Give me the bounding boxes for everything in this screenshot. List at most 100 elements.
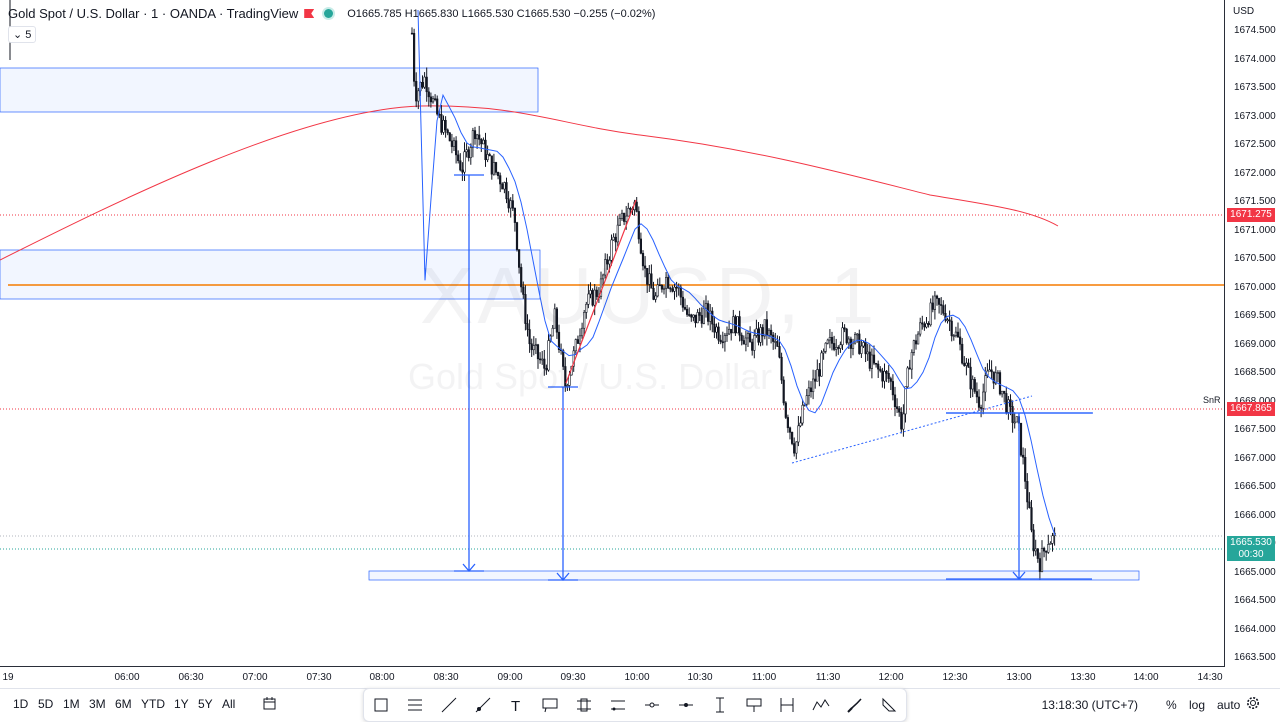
auto-toggle[interactable]: auto xyxy=(1217,698,1241,712)
candle-down xyxy=(410,32,414,35)
candle-down xyxy=(595,289,598,297)
date-range-icon[interactable] xyxy=(776,694,798,716)
currency-label[interactable]: USD xyxy=(1233,6,1255,17)
rectangle-icon[interactable] xyxy=(370,694,392,716)
price-tick: 1674.500 xyxy=(1234,25,1276,36)
candle-down xyxy=(874,362,878,365)
brush-icon[interactable] xyxy=(844,694,866,716)
candle-up xyxy=(715,326,718,333)
price-tick: 1669.000 xyxy=(1234,338,1276,350)
candle-down xyxy=(977,396,981,408)
candle-down xyxy=(429,96,433,103)
candle-down xyxy=(942,305,945,314)
price-axis[interactable]: USD 1674.500 1674.000 1673.500 1673.000 1672… xyxy=(1224,0,1280,688)
candle-down xyxy=(1043,547,1046,552)
flag-icon[interactable] xyxy=(304,9,315,18)
candle-down xyxy=(761,327,764,337)
percent-toggle[interactable]: % xyxy=(1166,698,1177,712)
ray-icon[interactable] xyxy=(472,694,494,716)
candle-down xyxy=(667,277,670,289)
range-button-ytd[interactable]: YTD xyxy=(141,697,165,711)
candle-down xyxy=(921,322,924,325)
trendline-icon[interactable] xyxy=(438,694,460,716)
xabcd-icon[interactable] xyxy=(810,694,832,716)
pattern-icon[interactable] xyxy=(573,694,595,716)
candle-down xyxy=(688,314,691,316)
range-button-all[interactable]: All xyxy=(222,697,236,711)
candle-down xyxy=(877,363,880,370)
candle-up xyxy=(929,302,932,326)
vertical-line-icon[interactable] xyxy=(709,694,731,716)
time-tick: 12:00 xyxy=(878,672,904,683)
candle-up xyxy=(664,277,668,289)
candle-up xyxy=(547,340,550,371)
parallel-channel-icon[interactable] xyxy=(607,694,629,716)
candle-down xyxy=(973,379,976,392)
candle-down xyxy=(513,207,516,223)
candle-up xyxy=(578,335,582,344)
candle-up xyxy=(709,310,712,322)
candle-up xyxy=(486,154,489,161)
candle-down xyxy=(520,267,523,288)
candle-up xyxy=(906,367,909,388)
candle-down xyxy=(524,294,527,324)
range-button-6m[interactable]: 6M xyxy=(115,697,132,711)
text-icon[interactable]: T xyxy=(505,694,527,716)
candle-up xyxy=(801,404,804,424)
price-label-icon[interactable] xyxy=(743,694,765,716)
horizontal-line-icon[interactable] xyxy=(675,694,697,716)
clock[interactable]: 13:18:30 (UTC+7) xyxy=(1041,698,1138,712)
range-button-1d[interactable]: 1D xyxy=(13,697,29,711)
candle-up xyxy=(799,422,802,427)
candle-down xyxy=(893,394,897,407)
candle-down xyxy=(788,427,792,433)
candle-down xyxy=(591,290,594,306)
candle-up xyxy=(795,441,798,454)
fib-icon[interactable] xyxy=(404,694,426,716)
time-tick: 14:30 xyxy=(1197,672,1223,683)
candle-up xyxy=(610,239,613,261)
candle-up xyxy=(727,328,731,335)
range-button-1y[interactable]: 1Y xyxy=(174,697,189,711)
symbol-title[interactable]: Gold Spot / U.S. Dollar · 1 · OANDA · Tr… xyxy=(8,6,299,21)
candle-down xyxy=(505,182,508,200)
candle-up xyxy=(883,371,886,382)
time-tick: 10:30 xyxy=(687,672,713,683)
range-button-5d[interactable]: 5D xyxy=(38,697,54,711)
candle-down xyxy=(675,286,678,289)
candle-down xyxy=(528,329,531,345)
price-tick: 1671.500 xyxy=(1234,196,1276,207)
compare-calendar-icon[interactable] xyxy=(263,697,277,714)
name-watermark: Gold Spot / U.S. Dollar xyxy=(408,356,773,397)
time-axis[interactable]: 19 06:00 06:30 07:00 07:30 08:00 08:30 09:00 09:… xyxy=(0,666,1225,689)
market-status-icon xyxy=(324,9,334,18)
candle-down xyxy=(490,155,493,175)
price-tick: 1670.000 xyxy=(1234,281,1276,293)
candle-up xyxy=(847,338,850,344)
candle-up xyxy=(954,331,957,336)
range-button-1m[interactable]: 1M xyxy=(63,697,80,711)
candle-down xyxy=(881,370,884,382)
candle-up xyxy=(811,378,815,393)
indicators-toggle[interactable]: ⌄ 5 xyxy=(8,26,37,43)
candle-up xyxy=(534,344,537,346)
candle-up xyxy=(601,274,605,280)
ma-price-label: 1671.275 xyxy=(1227,208,1275,222)
callout-icon[interactable] xyxy=(539,694,561,716)
candle-up xyxy=(984,375,987,393)
range-button-3m[interactable]: 3M xyxy=(89,697,106,711)
candle-up xyxy=(856,333,859,336)
settings-gear-icon[interactable] xyxy=(1246,696,1260,713)
candle-down xyxy=(958,336,962,345)
candle-up xyxy=(982,391,985,409)
horizontal-ray-icon[interactable] xyxy=(641,694,663,716)
range-button-5y[interactable]: 5Y xyxy=(198,697,213,711)
candle-up xyxy=(725,333,729,336)
arrow-icon[interactable] xyxy=(878,694,900,716)
candle-down xyxy=(614,236,617,243)
log-toggle[interactable]: log xyxy=(1189,698,1206,712)
candle-down xyxy=(814,378,817,382)
candle-up xyxy=(919,322,922,335)
candle-down xyxy=(450,140,454,147)
